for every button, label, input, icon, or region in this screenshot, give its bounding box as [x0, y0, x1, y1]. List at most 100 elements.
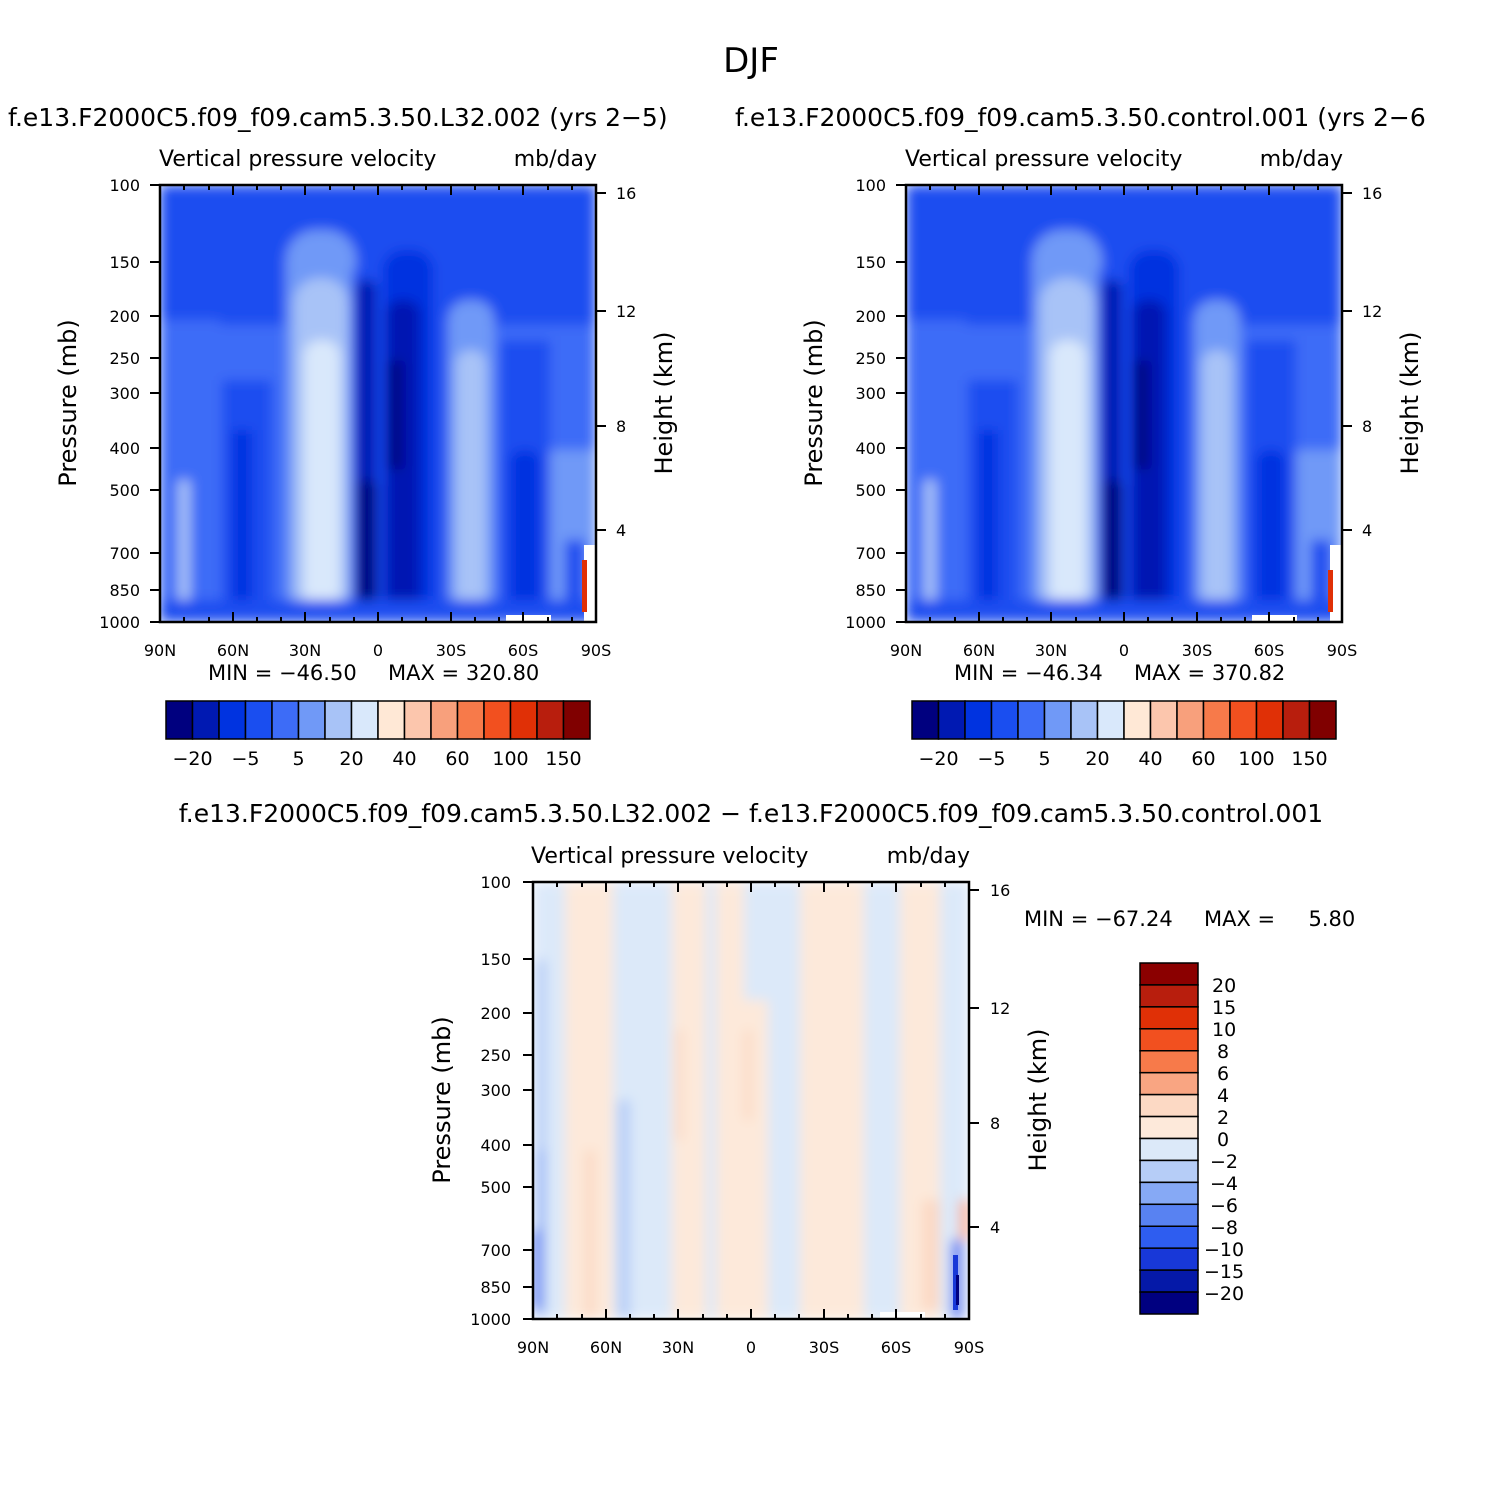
panel-2-colorbar-label: 40	[1138, 748, 1162, 770]
panel-3-y-tick-label: 500	[480, 1178, 511, 1197]
colorbar-swatch	[1096, 700, 1125, 740]
panel-1-axes	[150, 184, 606, 623]
panel-1-colorbar-label: −5	[231, 748, 259, 770]
colorbar-swatch	[964, 700, 993, 740]
panel-3-colorbar-label: −15	[1204, 1261, 1244, 1283]
panel-2-height-tick-label: 16	[1362, 184, 1382, 203]
panel-1-colorbar-labels: −20 −5 5 20 40 60 100 150	[172, 748, 581, 770]
panel-3-colorbar-label: −8	[1210, 1217, 1238, 1239]
panel-1-x-tick-label: 0	[373, 641, 383, 660]
colorbar-swatch	[1139, 1159, 1199, 1184]
colorbar-swatch	[1043, 700, 1072, 740]
colorbar-swatch	[1139, 1181, 1199, 1206]
colorbar-swatch	[1308, 700, 1337, 740]
panel-1-y-tick-label: 200	[109, 307, 140, 326]
panel-3-case-title: f.e13.F2000C5.f09_f09.cam5.3.50.L32.002 …	[179, 799, 1323, 828]
panel-2-axes	[896, 184, 1352, 623]
panel-3-colorbar-label: 6	[1217, 1063, 1229, 1085]
panel-2-y-tick-label: 850	[855, 581, 886, 600]
panel-2-min-label: MIN = −46.34	[954, 661, 1103, 685]
panel-3-colorbar-label: 20	[1212, 975, 1236, 997]
panel-3-height-tick-label: 4	[990, 1218, 1000, 1237]
colorbar-swatch	[1123, 700, 1152, 740]
figure-title: DJF	[723, 41, 779, 81]
panel-2-y-tick-label: 100	[855, 176, 886, 195]
colorbar-swatch	[244, 700, 273, 740]
panel-3-y-tick-label: 1000	[470, 1310, 511, 1329]
panel-1-x-tick-label: 30S	[436, 641, 467, 660]
colorbar-swatch	[456, 700, 485, 740]
panel-2-y-tick-label: 150	[855, 253, 886, 272]
panel-3-height-tick-label: 8	[990, 1114, 1000, 1133]
panel-3-y-right-axis-label: Height (km)	[1024, 1029, 1052, 1172]
colorbar-swatch	[430, 700, 459, 740]
panel-2-y-tick-label: 1000	[845, 613, 886, 632]
panel-1-y-tick-label: 300	[109, 384, 140, 403]
panel-2-x-tick-label: 60S	[1254, 641, 1285, 660]
panel-1-colorbar-label: 150	[545, 748, 581, 770]
panel-2-plot-area	[906, 185, 1342, 622]
colorbar-swatch	[990, 700, 1019, 740]
panel-1-y-right-tick-labels: 16 12 8 4	[616, 184, 636, 540]
colorbar-swatch	[483, 700, 512, 740]
panel-3-axes	[523, 881, 979, 1320]
panel-1-colorbar	[165, 700, 591, 740]
panel-3-colorbar-label: 15	[1212, 997, 1236, 1019]
colorbar-swatch	[1139, 1291, 1199, 1315]
colorbar-swatch	[297, 700, 326, 740]
panel-2-height-tick-label: 4	[1362, 521, 1372, 540]
colorbar-swatch	[1282, 700, 1311, 740]
colorbar-swatch	[1139, 1225, 1199, 1249]
panel-1-x-tick-labels: 90N 60N 30N 0 30S 60S 90S	[144, 641, 611, 660]
panel-3-colorbar-label: −4	[1210, 1173, 1238, 1195]
panel-1-height-tick-label: 12	[616, 302, 636, 321]
panel-1-y-tick-label: 850	[109, 581, 140, 600]
colorbar-swatch	[1149, 700, 1178, 740]
panel-2-y-tick-label: 400	[855, 439, 886, 458]
panel-2-y-right-axis-label: Height (km)	[1396, 332, 1424, 475]
panel-1-colorbar-label: 60	[445, 748, 469, 770]
panel-2-y-right-tick-labels: 16 12 8 4	[1362, 184, 1382, 540]
colorbar-swatch	[536, 700, 565, 740]
panel-2-colorbar-label: −20	[918, 748, 958, 770]
panel-2-y-tick-label: 200	[855, 307, 886, 326]
panel-3-field-title: Vertical pressure velocity	[531, 844, 808, 869]
panel-2-colorbar-label: 100	[1238, 748, 1274, 770]
panel-3-colorbar-label: 4	[1217, 1085, 1229, 1107]
panel-3-x-tick-label: 0	[746, 1338, 756, 1357]
panel-2-colorbar-label: 60	[1191, 748, 1215, 770]
colorbar-swatch	[1139, 1269, 1199, 1293]
panel-2-colorbar-label: 5	[1038, 748, 1050, 770]
panel-1-y-tick-label: 400	[109, 439, 140, 458]
panel-3-x-tick-label: 90S	[954, 1338, 985, 1357]
panel-3-y-right-tick-labels: 16 12 8 4	[990, 881, 1010, 1237]
panel-2-max-label: MAX = 370.82	[1134, 661, 1285, 685]
panel-2-y-tick-labels: 100 150 200 250 300 400 500 700 850 1000	[845, 176, 886, 632]
panel-3-colorbar-label: 2	[1217, 1107, 1229, 1129]
panel-1-x-tick-label: 60S	[508, 641, 539, 660]
panel-1-colorbar-label: −20	[172, 748, 212, 770]
panel-1-case-title: f.e13.F2000C5.f09_f09.cam5.3.50.L32.002 …	[8, 103, 668, 132]
panel-1-x-tick-label: 60N	[217, 641, 249, 660]
panel-3-x-tick-label: 30N	[662, 1338, 694, 1357]
colorbar-swatch	[1139, 1028, 1199, 1052]
panel-2-y-tick-label: 500	[855, 481, 886, 500]
colorbar-swatch	[1202, 700, 1231, 740]
panel-3-colorbar-labels: 20 15 10 8 6 4 2 0 −2 −4 −6 −8 −10 −15 −…	[1204, 975, 1244, 1305]
colorbar-swatch	[1139, 1247, 1199, 1271]
panel-3-y-tick-label: 700	[480, 1241, 511, 1260]
panel-1-min-label: MIN = −46.50	[208, 661, 357, 685]
panel-2-y-axis-label: Pressure (mb)	[800, 319, 828, 486]
colorbar-swatch	[218, 700, 247, 740]
panel-1-y-tick-label: 100	[109, 176, 140, 195]
panel-3-colorbar	[1139, 962, 1199, 1315]
panel-1-y-tick-label: 150	[109, 253, 140, 272]
panel-3-height-tick-label: 16	[990, 881, 1010, 900]
panel-1-y-tick-labels: 100 150 200 250 300 400 500 700 850 1000	[99, 176, 140, 632]
panel-2-height-tick-label: 8	[1362, 417, 1372, 436]
colorbar-swatch	[403, 700, 432, 740]
panel-3-colorbar-label: −2	[1210, 1151, 1238, 1173]
panel-2-x-tick-label: 30N	[1035, 641, 1067, 660]
panel-3-y-tick-label: 300	[480, 1081, 511, 1100]
